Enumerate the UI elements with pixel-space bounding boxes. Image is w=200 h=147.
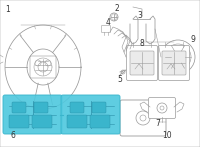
Text: 10: 10 bbox=[162, 132, 172, 141]
FancyBboxPatch shape bbox=[162, 51, 186, 75]
FancyBboxPatch shape bbox=[92, 102, 106, 113]
FancyBboxPatch shape bbox=[90, 115, 110, 128]
FancyBboxPatch shape bbox=[61, 95, 120, 134]
FancyBboxPatch shape bbox=[30, 56, 56, 78]
FancyBboxPatch shape bbox=[102, 25, 110, 32]
FancyBboxPatch shape bbox=[158, 46, 190, 81]
FancyBboxPatch shape bbox=[34, 102, 48, 113]
FancyBboxPatch shape bbox=[127, 46, 158, 81]
FancyBboxPatch shape bbox=[67, 115, 87, 128]
FancyBboxPatch shape bbox=[130, 51, 154, 75]
Text: 1: 1 bbox=[6, 5, 10, 14]
Text: 9: 9 bbox=[191, 35, 195, 44]
Text: 2: 2 bbox=[115, 4, 119, 12]
FancyBboxPatch shape bbox=[70, 102, 84, 113]
Text: 5: 5 bbox=[118, 75, 122, 83]
Text: 4: 4 bbox=[106, 17, 110, 26]
Text: 6: 6 bbox=[11, 132, 15, 141]
Text: 3: 3 bbox=[138, 10, 142, 20]
FancyBboxPatch shape bbox=[120, 100, 166, 136]
FancyBboxPatch shape bbox=[148, 97, 176, 118]
Text: 7: 7 bbox=[156, 120, 160, 128]
FancyBboxPatch shape bbox=[9, 115, 29, 128]
FancyBboxPatch shape bbox=[12, 102, 26, 113]
Text: 8: 8 bbox=[140, 39, 144, 47]
FancyBboxPatch shape bbox=[3, 95, 62, 134]
FancyBboxPatch shape bbox=[32, 115, 52, 128]
